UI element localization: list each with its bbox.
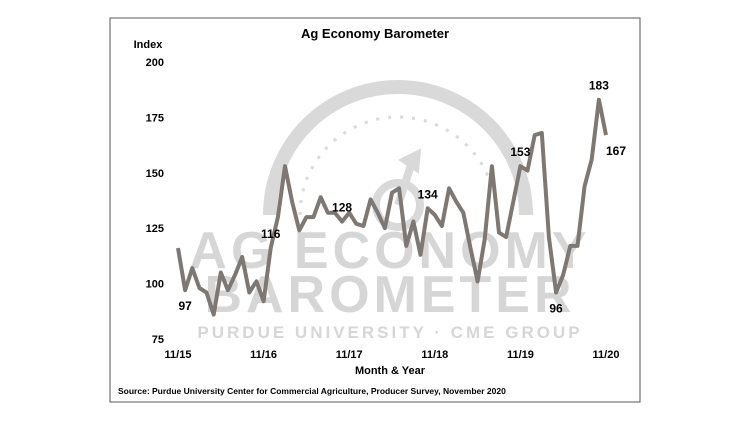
watermark-text: AG ECONOMY <box>189 222 590 280</box>
data-label: 153 <box>510 145 530 159</box>
chart-title: Ag Economy Barometer <box>301 26 449 41</box>
watermark-text: PURDUE UNIVERSITY · CME GROUP <box>197 323 582 342</box>
y-tick-label: 150 <box>146 168 164 180</box>
x-tick-label: 11/18 <box>421 349 448 361</box>
y-tick-label: 200 <box>146 57 164 69</box>
data-label: 97 <box>178 299 192 313</box>
data-label: 128 <box>332 201 352 215</box>
y-tick-label: 125 <box>146 223 164 235</box>
y-axis-label: Index <box>134 39 164 51</box>
data-line <box>176 97 608 317</box>
source-note: Source: Purdue University Center for Com… <box>118 386 506 396</box>
data-label: 167 <box>606 144 626 158</box>
x-tick-label: 11/16 <box>250 349 277 361</box>
y-tick-label: 75 <box>152 334 164 346</box>
x-tick-label: 11/20 <box>593 349 620 361</box>
x-tick-label: 11/17 <box>336 349 363 361</box>
y-tick-label: 100 <box>146 279 164 291</box>
y-tick-label: 175 <box>146 112 164 124</box>
x-tick-label: 11/19 <box>507 349 534 361</box>
x-axis-label: Month & Year <box>355 365 426 377</box>
data-label: 134 <box>418 187 438 201</box>
data-label: 96 <box>549 301 563 315</box>
data-label: 116 <box>261 227 281 241</box>
x-tick-label: 11/15 <box>165 349 192 361</box>
data-label: 183 <box>589 79 609 93</box>
